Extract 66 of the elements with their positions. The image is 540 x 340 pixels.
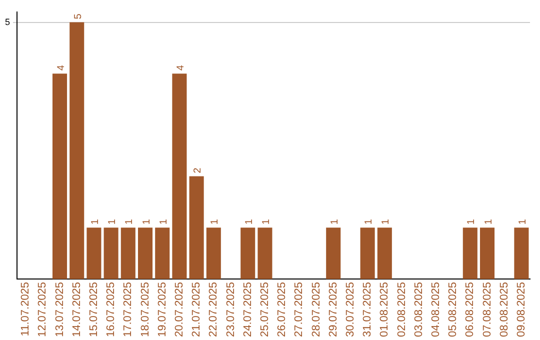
x-tick-label: 04.08.2025: [430, 282, 442, 338]
x-tick-label: 30.07.2025: [344, 282, 356, 338]
data-label: 1: [141, 218, 152, 225]
bar: [480, 228, 495, 279]
bar: [104, 228, 118, 279]
data-label: 1: [124, 218, 136, 225]
x-tick-label: 02.08.2025: [396, 282, 408, 338]
x-tick-label: 28.07.2025: [310, 282, 322, 338]
bar: [326, 228, 341, 279]
x-tick-label: 20.07.2025: [173, 282, 186, 338]
x-tick-label: 21.07.2025: [190, 282, 203, 338]
data-label: 1: [364, 218, 375, 225]
x-tick-label: 08.08.2025: [498, 282, 510, 338]
bar: [258, 228, 272, 279]
data-label: 1: [329, 218, 340, 225]
x-tick-label: 17.07.2025: [122, 282, 134, 338]
bar: [360, 228, 375, 279]
data-label: 2: [192, 167, 204, 174]
data-label: 1: [466, 218, 478, 225]
x-tick-label: 09.08.2025: [515, 282, 528, 338]
x-tick-label: 18.07.2025: [139, 282, 152, 338]
bar: [377, 228, 392, 279]
data-label: 1: [210, 218, 221, 225]
data-label: 1: [260, 218, 272, 225]
bar: [52, 74, 68, 279]
x-tick-label: 24.07.2025: [242, 282, 254, 338]
x-tick-label: 26.07.2025: [276, 282, 288, 338]
x-tick-label: 19.07.2025: [156, 282, 168, 338]
x-tick-label: 27.07.2025: [293, 282, 306, 338]
bar: [138, 228, 153, 279]
x-tick-label: 12.07.2025: [36, 282, 49, 338]
data-label: 1: [90, 218, 101, 225]
data-label: 1: [483, 218, 494, 225]
x-tick-label: 29.07.2025: [327, 282, 340, 338]
x-tick-label: 01.08.2025: [378, 282, 391, 338]
x-tick-label: 15.07.2025: [88, 282, 100, 338]
x-tick-label: 03.08.2025: [412, 282, 425, 338]
bar: [120, 228, 136, 279]
x-tick-label: 11.07.2025: [20, 282, 32, 336]
x-tick-label: 22.07.2025: [208, 282, 220, 338]
x-tick-label: 05.08.2025: [447, 282, 460, 338]
bar: [86, 228, 102, 279]
x-tick-label: 14.07.2025: [70, 282, 83, 338]
data-label: 1: [380, 218, 392, 225]
bar: [240, 228, 256, 279]
bar: [514, 228, 529, 279]
bar: [172, 74, 187, 279]
x-tick-label: 16.07.2025: [105, 282, 118, 338]
bar: [206, 228, 221, 279]
x-tick-label: 07.08.2025: [481, 282, 494, 338]
data-label: 5: [72, 13, 84, 20]
x-tick-label: 13.07.2025: [54, 282, 66, 338]
bar: [189, 176, 204, 279]
x-tick-label: 25.07.2025: [258, 282, 271, 338]
data-label: 1: [517, 218, 528, 225]
data-label: 4: [56, 64, 67, 71]
data-label: 1: [107, 218, 118, 225]
data-label: 1: [244, 218, 255, 225]
data-label: 4: [175, 64, 186, 71]
x-tick-label: 23.07.2025: [224, 282, 237, 338]
data-label: 1: [158, 218, 170, 225]
x-tick-label: 06.08.2025: [464, 282, 476, 338]
bar: [155, 228, 170, 279]
bar: [70, 22, 84, 279]
bar: [462, 228, 478, 279]
x-tick-label: 31.07.2025: [362, 282, 374, 338]
